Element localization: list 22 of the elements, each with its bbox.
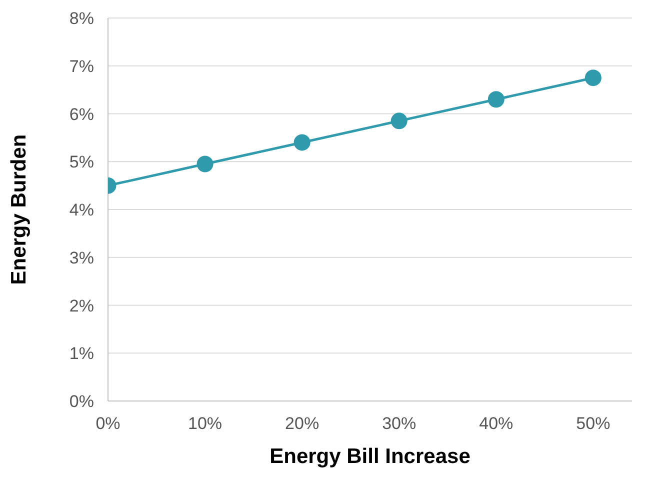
x-tick-label: 0%	[96, 414, 120, 434]
y-tick-label: 8%	[69, 9, 94, 28]
point	[584, 70, 602, 86]
point	[294, 134, 310, 151]
x-axis-title: Energy Bill Increase	[270, 445, 470, 468]
y-tick-label: 6%	[69, 104, 94, 124]
x-tick-label: 50%	[576, 414, 610, 434]
y-tick-label: 7%	[69, 56, 94, 76]
point	[488, 91, 504, 108]
y-tick-label: 1%	[69, 344, 94, 364]
y-tick-label: 3%	[69, 248, 94, 268]
y-axis-title: Energy Burden	[7, 134, 30, 285]
point	[390, 112, 408, 130]
x-tick-label: 10%	[188, 414, 222, 434]
y-tick-label: 4%	[69, 200, 94, 220]
x-tick-label: 40%	[479, 414, 514, 434]
x-tick-label: 20%	[285, 414, 320, 434]
y-tick-label: 2%	[69, 296, 94, 316]
y-tick-label: 0%	[69, 392, 94, 412]
y-tick-label: 5%	[69, 152, 94, 172]
x-tick-label: 30%	[382, 414, 416, 434]
point	[196, 156, 214, 172]
